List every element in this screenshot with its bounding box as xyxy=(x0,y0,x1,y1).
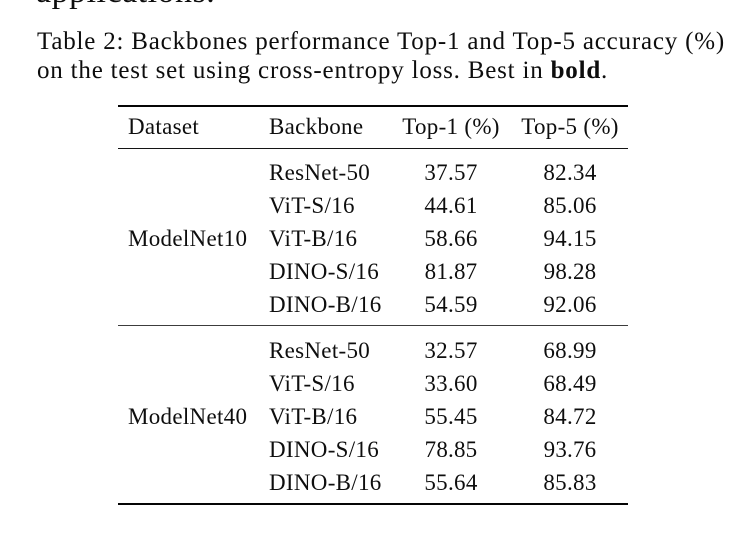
top1-cell: 33.60 xyxy=(424,370,478,396)
table-row: DINO-S/16 78.85 93.76 xyxy=(118,433,628,466)
top1-cell: 55.45 xyxy=(424,403,478,429)
table-row: DINO-S/16 81.87 98.28 xyxy=(118,255,628,288)
top5-cell: 84.72 xyxy=(543,403,597,429)
backbone-cell: DINO-B/16 xyxy=(269,469,382,495)
top1-cell: 55.64 xyxy=(424,469,478,495)
top5-cell-best: 93.76 xyxy=(543,436,597,462)
spacer-row xyxy=(118,148,628,156)
top1-cell-best: 81.87 xyxy=(424,258,478,284)
table-caption: Table 2: Backbones performance Top-1 and… xyxy=(37,28,727,85)
column-header-dataset: Dataset xyxy=(128,114,200,140)
backbone-cell: ResNet-50 xyxy=(269,159,371,185)
backbone-cell: ViT-S/16 xyxy=(269,370,355,396)
spacer-row xyxy=(118,499,628,504)
table-row: ViT-B/16 55.45 84.72 xyxy=(118,400,628,433)
table-row: ViT-S/16 33.60 68.49 xyxy=(118,367,628,400)
table-row: DINO-B/16 54.59 92.06 xyxy=(118,288,628,321)
backbone-cell: ViT-B/16 xyxy=(269,403,358,429)
table-header: Dataset Backbone Top-1 (%) Top-5 (%) xyxy=(118,106,628,148)
top5-cell-best: 98.28 xyxy=(543,258,597,284)
results-table: Dataset Backbone Top-1 (%) Top-5 (%) Mod… xyxy=(118,105,628,505)
table-section-modelnet40: ModelNet40 ResNet-50 32.57 68.99 ViT-S/1… xyxy=(118,325,628,504)
top1-cell: 54.59 xyxy=(424,291,478,317)
table-row: ViT-B/16 58.66 94.15 xyxy=(118,222,628,255)
body-text-partial: applications. xyxy=(36,0,215,9)
table-row: ModelNet40 ResNet-50 32.57 68.99 xyxy=(118,334,628,429)
dataset-cell: ModelNet10 xyxy=(128,225,248,251)
top1-cell: 44.61 xyxy=(424,192,478,218)
top5-cell: 68.49 xyxy=(543,370,597,396)
backbone-cell: DINO-S/16 xyxy=(269,436,380,462)
top5-cell: 82.34 xyxy=(543,159,597,185)
spacer-row xyxy=(118,325,628,334)
top5-cell: 92.06 xyxy=(543,291,597,317)
caption-line-2-suffix: . xyxy=(601,56,609,84)
table-row: ViT-S/16 44.61 85.06 xyxy=(118,189,628,222)
top5-cell: 94.15 xyxy=(543,225,597,251)
column-header-top5: Top-5 (%) xyxy=(521,114,619,140)
top5-cell: 85.83 xyxy=(543,469,597,495)
top1-cell: 37.57 xyxy=(424,159,478,185)
column-header-top1: Top-1 (%) xyxy=(402,114,500,140)
table-section-modelnet10: ModelNet10 ResNet-50 37.57 82.34 ViT-S/1… xyxy=(118,148,628,325)
backbone-cell: DINO-S/16 xyxy=(269,258,380,284)
table-row: DINO-B/16 55.64 85.83 xyxy=(118,466,628,499)
table-row: ModelNet10 ResNet-50 37.57 82.34 xyxy=(118,156,628,251)
caption-line-2-prefix: (%) on the test set using cross-entropy … xyxy=(37,28,726,84)
top5-cell: 68.99 xyxy=(543,337,597,363)
caption-line-1: Table 2: Backbones performance Top-1 and… xyxy=(37,28,679,55)
backbone-cell: ViT-S/16 xyxy=(269,192,355,218)
backbone-cell: ViT-B/16 xyxy=(269,225,358,251)
backbone-cell: DINO-B/16 xyxy=(269,291,382,317)
top1-cell: 32.57 xyxy=(424,337,478,363)
top1-cell-best: 78.85 xyxy=(424,436,478,462)
top1-cell: 58.66 xyxy=(424,225,478,251)
caption-bold-word: bold xyxy=(550,56,602,84)
dataset-cell: ModelNet40 xyxy=(128,403,248,429)
backbone-cell: ResNet-50 xyxy=(269,337,371,363)
header-row: Dataset Backbone Top-1 (%) Top-5 (%) xyxy=(118,106,628,148)
top5-cell: 85.06 xyxy=(543,192,597,218)
column-header-backbone: Backbone xyxy=(269,114,364,140)
